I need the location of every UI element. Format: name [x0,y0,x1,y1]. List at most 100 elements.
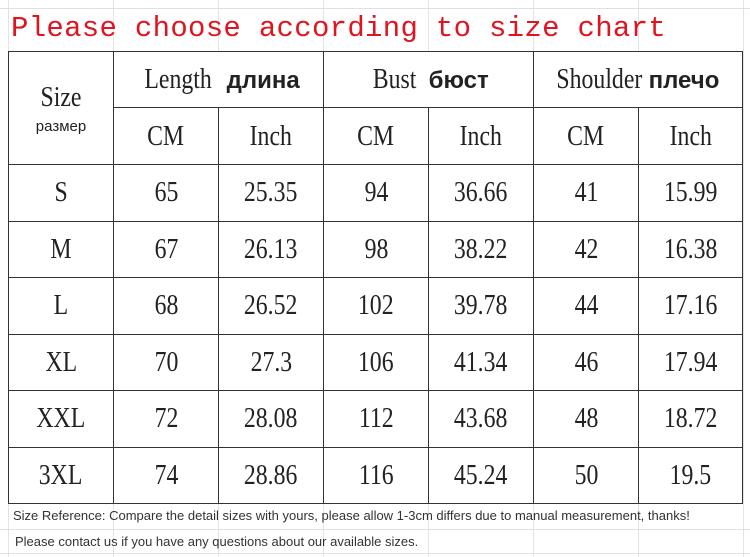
table-row: L 68 26.52 102 39.78 44 17.16 [8,277,743,335]
value-cell: 18.72 [638,390,743,448]
group-label-en: Length [144,63,213,95]
value-cell: 42 [533,220,639,278]
value-label: 46 [574,345,598,378]
value-label: 27.3 [250,345,292,378]
size-label: 3XL [39,458,83,491]
value-label: 50 [574,458,598,491]
value-label: 116 [358,458,394,491]
value-cell: 36.66 [428,164,534,222]
value-cell: 94 [323,164,429,222]
value-label: 15.99 [663,176,718,209]
value-label: 112 [358,402,394,435]
value-label: 41 [574,176,598,209]
value-label: 74 [154,458,178,491]
value-label: 48 [574,402,598,435]
value-label: 102 [358,289,394,322]
table-row: 3XL 74 28.86 116 45.24 50 19.5 [8,446,743,504]
unit-label: CM [357,119,395,152]
group-header-length: Length длина [113,51,324,108]
size-label: S [54,176,68,209]
value-cell: 116 [323,446,429,504]
unit-header: Inch [218,107,324,165]
table-row: M 67 26.13 98 38.22 42 16.38 [8,220,743,278]
header-row-units: CM Inch CM Inch CM Inch [9,107,743,165]
group-header-shoulder: Shoulder плечо [533,51,743,108]
value-label: 17.94 [663,345,718,378]
value-label: 43.68 [454,402,508,435]
size-header-cell: Size размер [8,51,114,165]
unit-header: Inch [638,107,743,165]
value-cell: 38.22 [428,220,534,278]
table-row: S 65 25.35 94 36.66 41 15.99 [8,164,743,222]
value-cell: 16.38 [638,220,743,278]
size-chart-table: Size размер Length длина Bust бюст Shoul… [8,51,743,504]
grid-line [0,8,750,9]
value-cell: 17.16 [638,277,743,335]
value-label: 28.86 [244,458,298,491]
value-label: 25.35 [244,176,298,209]
value-cell: 72 [113,390,219,448]
value-cell: 25.35 [218,164,324,222]
value-cell: 50 [533,446,639,504]
value-label: 72 [154,402,178,435]
value-cell: 41.34 [428,333,534,391]
unit-header: CM [113,107,219,165]
value-label: 70 [154,345,178,378]
value-cell: 74 [113,446,219,504]
contact-note: Please contact us if you have any questi… [15,534,419,549]
group-label-ru: длина [226,67,300,94]
value-label: 28.08 [244,402,298,435]
size-cell: M [8,220,114,278]
group-label-ru: плечо [648,67,720,94]
size-cell: L [8,277,114,335]
size-cell: S [8,164,114,222]
value-label: 44 [574,289,598,322]
unit-header: CM [323,107,429,165]
value-cell: 15.99 [638,164,743,222]
value-cell: 26.52 [218,277,324,335]
value-label: 98 [364,232,388,265]
value-cell: 102 [323,277,429,335]
value-cell: 70 [113,333,219,391]
size-label: M [50,232,72,265]
group-label-en: Bust [373,63,417,95]
value-cell: 48 [533,390,639,448]
value-cell: 112 [323,390,429,448]
table-row: XXL 72 28.08 112 43.68 48 18.72 [8,390,743,448]
value-label: 17.16 [663,289,718,322]
table-row: XL 70 27.3 106 41.34 46 17.94 [8,333,743,391]
value-cell: 28.08 [218,390,324,448]
size-cell: XL [8,333,114,391]
value-label: 39.78 [454,289,508,322]
value-label: 68 [154,289,178,322]
value-label: 36.66 [454,176,508,209]
unit-header: Inch [428,107,534,165]
grid-line [0,529,750,530]
value-cell: 45.24 [428,446,534,504]
value-label: 106 [358,345,394,378]
page-title: Please choose according to size chart [11,12,667,45]
value-cell: 26.13 [218,220,324,278]
group-header-bust: Bust бюст [323,51,534,108]
size-header-en: Size [40,81,82,113]
value-cell: 43.68 [428,390,534,448]
value-cell: 65 [113,164,219,222]
value-cell: 19.5 [638,446,743,504]
unit-label: Inch [249,119,293,152]
value-cell: 41 [533,164,639,222]
value-cell: 67 [113,220,219,278]
unit-label: Inch [459,119,503,152]
value-label: 18.72 [663,402,718,435]
value-label: 16.38 [663,232,718,265]
value-label: 26.13 [244,232,298,265]
value-label: 45.24 [454,458,508,491]
group-label-en: Shoulder [556,63,642,95]
value-label: 67 [154,232,178,265]
unit-label: CM [567,119,605,152]
value-cell: 27.3 [218,333,324,391]
value-cell: 17.94 [638,333,743,391]
value-label: 26.52 [244,289,298,322]
value-cell: 39.78 [428,277,534,335]
size-label: XXL [36,402,86,435]
value-cell: 106 [323,333,429,391]
